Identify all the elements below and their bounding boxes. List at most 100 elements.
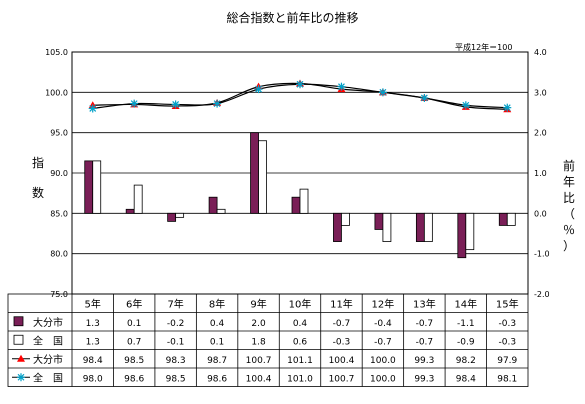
legend-marker <box>17 373 25 382</box>
right-tick-label: 0.0 <box>534 209 547 218</box>
legend-swatch <box>13 334 24 345</box>
bar <box>92 160 102 214</box>
category-label: 5年 <box>85 297 101 310</box>
bar <box>341 212 350 226</box>
table-value: -1.1 <box>457 319 475 329</box>
category-label: 6年 <box>126 297 142 310</box>
table-value: 97.9 <box>497 356 517 366</box>
table-value: 98.3 <box>166 356 186 366</box>
left-tick-label: 100.0 <box>45 88 68 97</box>
category-label: 14年 <box>454 297 477 310</box>
table-value: 0.1 <box>210 337 224 347</box>
left-tick-label: 80.0 <box>50 250 68 259</box>
table-value: 100.0 <box>370 374 396 384</box>
table-value: -0.4 <box>374 319 392 329</box>
table-value: -0.7 <box>416 337 434 347</box>
bar <box>208 196 218 214</box>
bar <box>291 196 301 214</box>
bar <box>415 212 425 242</box>
table-value: 101.0 <box>287 374 313 384</box>
right-axis-label-char: ％ <box>563 223 576 237</box>
bar <box>175 212 185 218</box>
line-point <box>171 100 180 109</box>
right-tick-label: 2.0 <box>534 129 547 138</box>
table-value: -0.7 <box>374 337 392 347</box>
base-year-note: 平成12年＝100 <box>455 43 513 52</box>
legend-label: 全 国 <box>33 334 63 347</box>
table-value: -0.2 <box>167 319 185 329</box>
line-point <box>378 88 387 97</box>
table-value: 1.3 <box>86 337 100 347</box>
legend-swatch <box>13 316 24 327</box>
category-label: 7年 <box>167 297 183 310</box>
bar <box>250 132 259 214</box>
legend-label: 大分市 <box>33 353 63 366</box>
table-value: 99.3 <box>414 356 434 366</box>
category-label: 10年 <box>289 297 312 310</box>
line-point <box>296 80 304 89</box>
table-value: 1.8 <box>251 337 266 347</box>
right-tick-label: 1.0 <box>534 169 547 178</box>
line-point <box>254 85 263 94</box>
line-point <box>420 93 429 102</box>
category-label: 9年 <box>250 297 266 310</box>
table-value: 98.7 <box>207 356 227 366</box>
right-axis-label-char: 比 <box>563 191 576 205</box>
table-value: 100.4 <box>246 374 272 384</box>
table-value: 0.6 <box>293 337 308 347</box>
bar <box>125 208 135 214</box>
legend-marker <box>17 354 25 362</box>
table-value: -0.3 <box>498 337 516 347</box>
line-point <box>88 104 97 113</box>
table-value: 99.3 <box>414 374 434 384</box>
bar <box>465 212 475 251</box>
bar <box>423 212 433 242</box>
table-value: 100.4 <box>329 356 355 366</box>
table-value: 101.1 <box>287 356 313 366</box>
bar <box>498 212 508 226</box>
table-value: 2.0 <box>251 319 266 329</box>
left-axis-label-char: 数 <box>32 186 45 200</box>
table-value: 98.6 <box>124 374 144 384</box>
category-label: 12年 <box>372 297 395 310</box>
legend-label: 大分市 <box>33 316 63 329</box>
table-value: 98.5 <box>124 356 144 366</box>
legend-label: 全 国 <box>33 371 63 384</box>
right-axis-label-char: ） <box>563 239 576 253</box>
table-value: 0.1 <box>127 319 141 329</box>
table-value: 0.7 <box>127 337 141 347</box>
bar <box>216 208 226 214</box>
right-tick-label: -1.0 <box>534 250 550 259</box>
bar <box>382 212 392 242</box>
table-value: 0.4 <box>210 319 225 329</box>
table-value: 100.7 <box>329 374 355 384</box>
table-value: 98.1 <box>497 374 517 384</box>
table-value: 98.6 <box>207 374 227 384</box>
right-axis-label-char: 前 <box>563 159 576 173</box>
table-value: -0.7 <box>416 319 434 329</box>
left-axis-label-char: 指 <box>32 156 45 170</box>
table-value: -0.9 <box>457 337 475 347</box>
line-point <box>503 103 512 112</box>
table-value: 98.2 <box>456 356 476 366</box>
bar <box>333 212 342 242</box>
table-value: 98.0 <box>83 374 103 384</box>
line-point <box>337 82 346 91</box>
table-value: -0.1 <box>167 337 185 347</box>
right-tick-label: 4.0 <box>534 48 547 57</box>
bar <box>167 212 177 222</box>
bar <box>84 160 94 214</box>
bar <box>506 212 516 226</box>
left-tick-label: 105.0 <box>45 48 68 57</box>
table-value: 98.4 <box>456 374 476 384</box>
right-axis-label-char: （ <box>563 207 576 221</box>
category-label: 8年 <box>209 297 225 310</box>
table-value: -0.3 <box>498 319 516 329</box>
bar <box>374 212 384 230</box>
table-value: 98.4 <box>83 356 103 366</box>
left-tick-label: 85.0 <box>50 209 68 218</box>
data-table-frame <box>7 293 529 387</box>
table-value: -0.7 <box>333 319 351 329</box>
line-point <box>461 101 470 110</box>
